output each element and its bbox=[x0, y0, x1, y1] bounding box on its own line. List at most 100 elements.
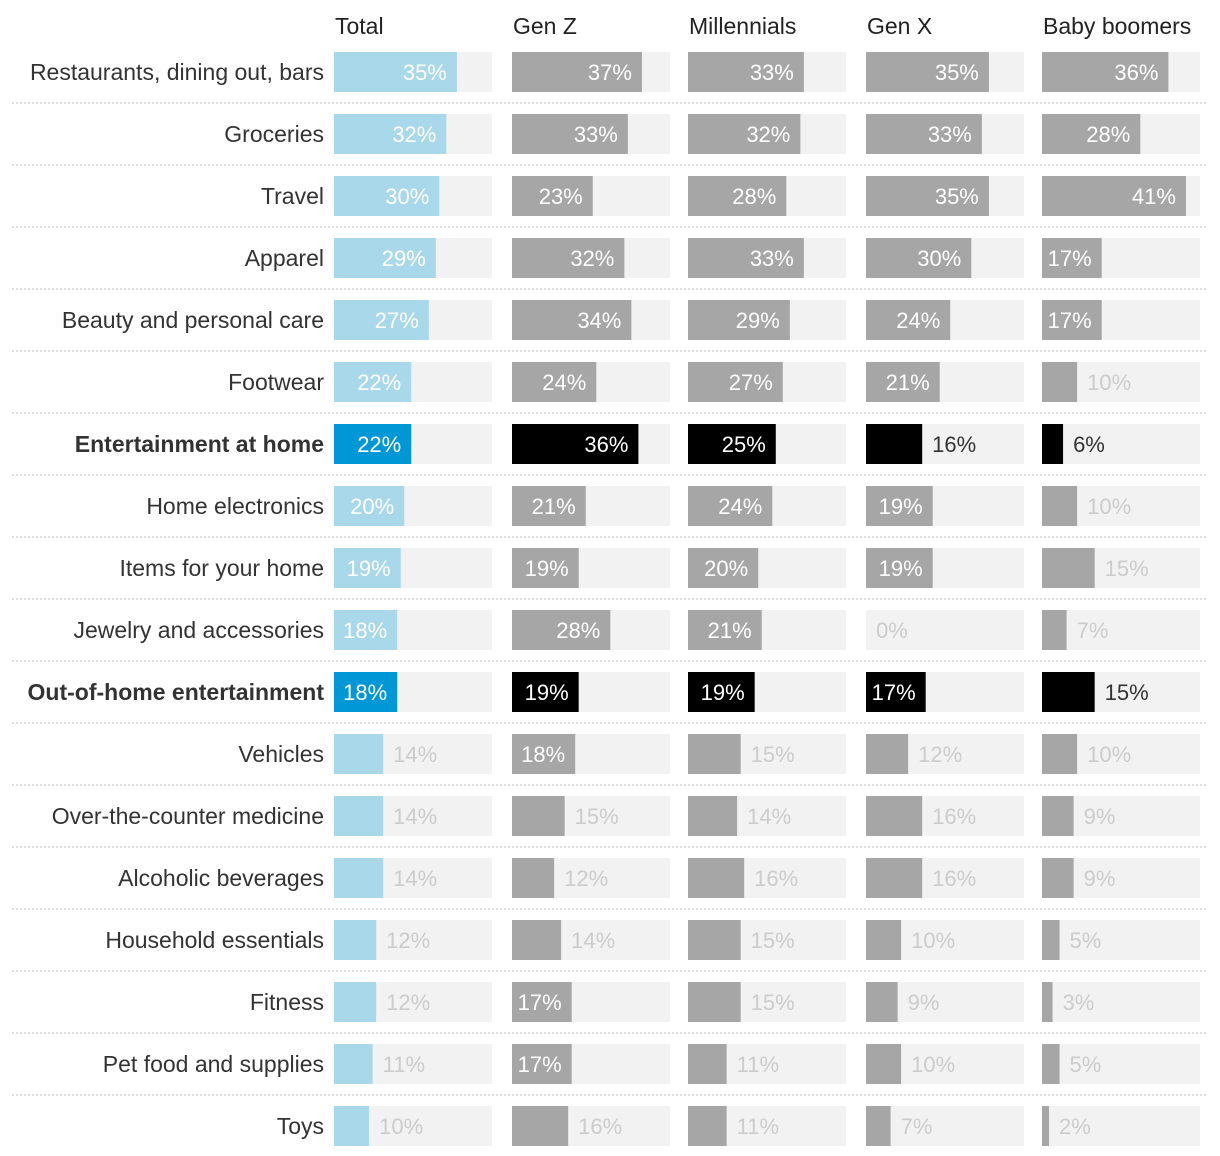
bar bbox=[866, 982, 898, 1022]
column-header: Gen X bbox=[867, 13, 932, 39]
bar bbox=[512, 858, 555, 898]
bar bbox=[688, 796, 738, 836]
data-label: 30% bbox=[385, 184, 429, 209]
data-label: 28% bbox=[732, 184, 776, 209]
data-label: 5% bbox=[1070, 1052, 1102, 1077]
data-label: 12% bbox=[918, 742, 962, 767]
bar bbox=[688, 176, 787, 216]
data-label: 36% bbox=[584, 432, 628, 457]
bar bbox=[866, 300, 951, 340]
data-label: 3% bbox=[1063, 990, 1095, 1015]
data-label: 33% bbox=[928, 122, 972, 147]
bar bbox=[688, 424, 776, 464]
category-label: Travel bbox=[261, 183, 324, 209]
category-label: Out-of-home entertainment bbox=[28, 679, 325, 705]
data-label: 22% bbox=[357, 370, 401, 395]
data-label: 11% bbox=[737, 1052, 779, 1077]
data-label: 35% bbox=[403, 60, 447, 85]
data-label: 41% bbox=[1132, 184, 1176, 209]
data-label: 10% bbox=[379, 1114, 423, 1139]
bar bbox=[334, 610, 398, 650]
bar bbox=[512, 362, 597, 402]
data-label: 16% bbox=[932, 804, 976, 829]
bar bbox=[866, 238, 972, 278]
data-label: 17% bbox=[872, 680, 916, 705]
data-label: 11% bbox=[737, 1114, 779, 1139]
data-label: 17% bbox=[1048, 246, 1092, 271]
bar bbox=[334, 672, 398, 712]
data-label: 19% bbox=[701, 680, 745, 705]
bar bbox=[866, 362, 940, 402]
bar bbox=[688, 486, 773, 526]
bar bbox=[1042, 548, 1095, 588]
bar bbox=[866, 424, 923, 464]
data-label: 34% bbox=[577, 308, 621, 333]
data-label: 33% bbox=[574, 122, 618, 147]
data-label: 27% bbox=[729, 370, 773, 395]
bar bbox=[1042, 920, 1060, 960]
bar bbox=[1042, 114, 1141, 154]
data-label: 19% bbox=[347, 556, 391, 581]
bar bbox=[512, 300, 632, 340]
data-label: 14% bbox=[393, 804, 437, 829]
bar bbox=[688, 920, 741, 960]
data-label: 18% bbox=[343, 680, 387, 705]
bar bbox=[512, 1106, 569, 1146]
data-label: 23% bbox=[539, 184, 583, 209]
bar bbox=[334, 920, 377, 960]
bar-track bbox=[866, 1106, 1024, 1146]
bar bbox=[866, 672, 926, 712]
bar-track bbox=[1042, 1106, 1200, 1146]
bar bbox=[334, 238, 436, 278]
data-label: 11% bbox=[383, 1052, 425, 1077]
bar bbox=[688, 238, 804, 278]
bar bbox=[334, 982, 377, 1022]
category-label: Items for your home bbox=[119, 555, 324, 581]
data-label: 12% bbox=[564, 866, 608, 891]
bar bbox=[512, 672, 579, 712]
bar bbox=[1042, 796, 1074, 836]
bar bbox=[1042, 300, 1102, 340]
data-label: 32% bbox=[392, 122, 436, 147]
data-label: 5% bbox=[1070, 928, 1102, 953]
data-label: 24% bbox=[718, 494, 762, 519]
data-label: 10% bbox=[911, 928, 955, 953]
bar bbox=[512, 176, 593, 216]
bar bbox=[1042, 486, 1078, 526]
data-label: 0% bbox=[876, 618, 908, 643]
bar bbox=[688, 1106, 727, 1146]
bar-track bbox=[1042, 1044, 1200, 1084]
category-label: Household essentials bbox=[105, 927, 324, 953]
data-label: 10% bbox=[911, 1052, 955, 1077]
bar bbox=[1042, 1044, 1060, 1084]
data-label: 28% bbox=[1086, 122, 1130, 147]
bar bbox=[334, 1044, 373, 1084]
data-label: 17% bbox=[518, 990, 562, 1015]
bar bbox=[334, 858, 384, 898]
data-label: 32% bbox=[746, 122, 790, 147]
data-label: 19% bbox=[525, 556, 569, 581]
bar bbox=[512, 1044, 572, 1084]
bar bbox=[334, 176, 440, 216]
bar bbox=[688, 734, 741, 774]
data-label: 16% bbox=[578, 1114, 622, 1139]
data-label: 10% bbox=[1087, 370, 1131, 395]
bar bbox=[334, 424, 412, 464]
data-label: 7% bbox=[1077, 618, 1109, 643]
bar bbox=[866, 1044, 902, 1084]
data-label: 21% bbox=[708, 618, 752, 643]
bar-track bbox=[1042, 424, 1200, 464]
data-label: 20% bbox=[350, 494, 394, 519]
data-label: 32% bbox=[570, 246, 614, 271]
bar bbox=[1042, 176, 1186, 216]
bar bbox=[866, 52, 989, 92]
bar bbox=[1042, 734, 1078, 774]
data-label: 20% bbox=[704, 556, 748, 581]
bar bbox=[688, 548, 759, 588]
data-label: 16% bbox=[754, 866, 798, 891]
bar bbox=[334, 734, 384, 774]
data-label: 19% bbox=[879, 494, 923, 519]
data-label: 29% bbox=[736, 308, 780, 333]
data-label: 15% bbox=[751, 742, 795, 767]
